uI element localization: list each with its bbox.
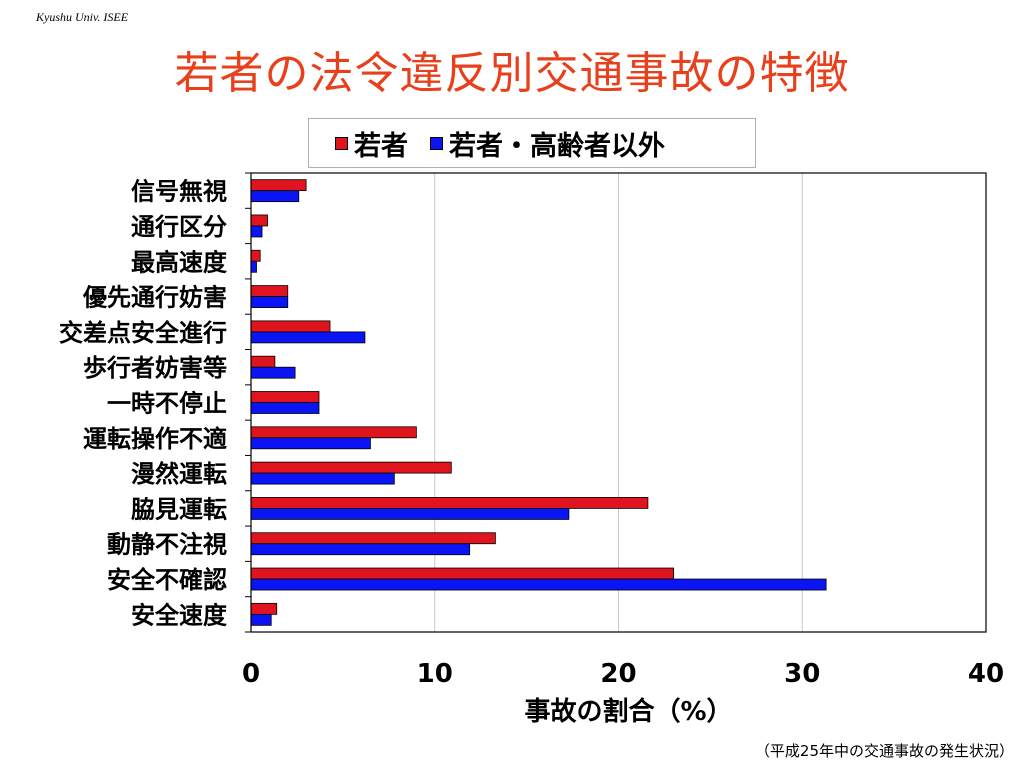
slide-title: 若者の法令違反別交通事故の特徴 [174, 48, 850, 99]
bar-other-12 [250, 613, 272, 626]
category-label-6: 一時不停止 [107, 390, 227, 418]
bar-other-0 [250, 190, 300, 203]
bar-young-3 [250, 285, 289, 297]
x-tick-label-2: 20 [600, 659, 636, 689]
bar-other-1 [250, 225, 263, 238]
category-label-4: 交差点安全進行 [59, 319, 227, 347]
bar-young-1 [250, 214, 268, 227]
category-label-2: 最高速度 [131, 248, 228, 276]
bar-other-10 [250, 543, 471, 556]
category-label-10: 動静不注視 [107, 531, 227, 559]
legend-swatch-young [335, 136, 348, 150]
bar-young-11 [250, 567, 675, 580]
plot-border [250, 172, 987, 633]
x-tick-label-0: 0 [242, 659, 260, 689]
bar-other-7 [250, 437, 371, 450]
x-tick-label-4: 40 [968, 659, 1004, 689]
credit-text: Kyushu Univ. ISEE [36, 10, 129, 24]
category-label-11: 安全不確認 [107, 566, 227, 594]
bar-young-0 [250, 179, 307, 192]
bar-other-11 [250, 578, 827, 591]
x-tick-label-3: 30 [784, 659, 820, 689]
category-label-7: 運転操作不適 [83, 425, 227, 453]
category-label-0: 信号無視 [131, 178, 227, 206]
bar-young-10 [250, 532, 496, 545]
category-label-9: 脇見運転 [131, 495, 227, 523]
legend-item-young: 若者 [335, 124, 408, 163]
bar-young-9 [250, 497, 649, 509]
bar-young-4 [250, 320, 331, 333]
bar-young-8 [250, 461, 452, 474]
category-label-3: 優先通行妨害 [82, 284, 227, 312]
bar-other-5 [250, 366, 296, 379]
legend-label-young: 若者 [354, 130, 408, 162]
bar-other-9 [250, 508, 570, 520]
category-label-1: 通行区分 [131, 213, 227, 241]
legend-swatch-other [430, 136, 443, 150]
bar-other-6 [250, 402, 320, 414]
bar-young-7 [250, 426, 417, 439]
bar-young-2 [250, 249, 261, 262]
footnote: （平成25年中の交通事故の発生状況） [754, 742, 1014, 760]
bar-other-4 [250, 331, 366, 344]
chart-legend: 若者 若者・高齢者以外 [308, 118, 756, 168]
x-tick-label-1: 10 [417, 659, 453, 689]
bar-young-6 [250, 391, 320, 403]
x-axis-label: 事故の割合（%） [524, 696, 732, 727]
legend-label-other: 若者・高齢者以外 [449, 130, 665, 162]
category-label-8: 漫然運転 [131, 460, 227, 488]
bar-other-8 [250, 472, 395, 485]
bar-young-5 [250, 355, 276, 368]
legend-item-other: 若者・高齢者以外 [430, 124, 665, 163]
bar-young-12 [250, 602, 278, 615]
bar-other-3 [250, 296, 289, 308]
bar-other-2 [250, 260, 257, 273]
category-label-12: 安全速度 [131, 601, 228, 629]
category-label-5: 歩行者妨害等 [83, 354, 227, 382]
